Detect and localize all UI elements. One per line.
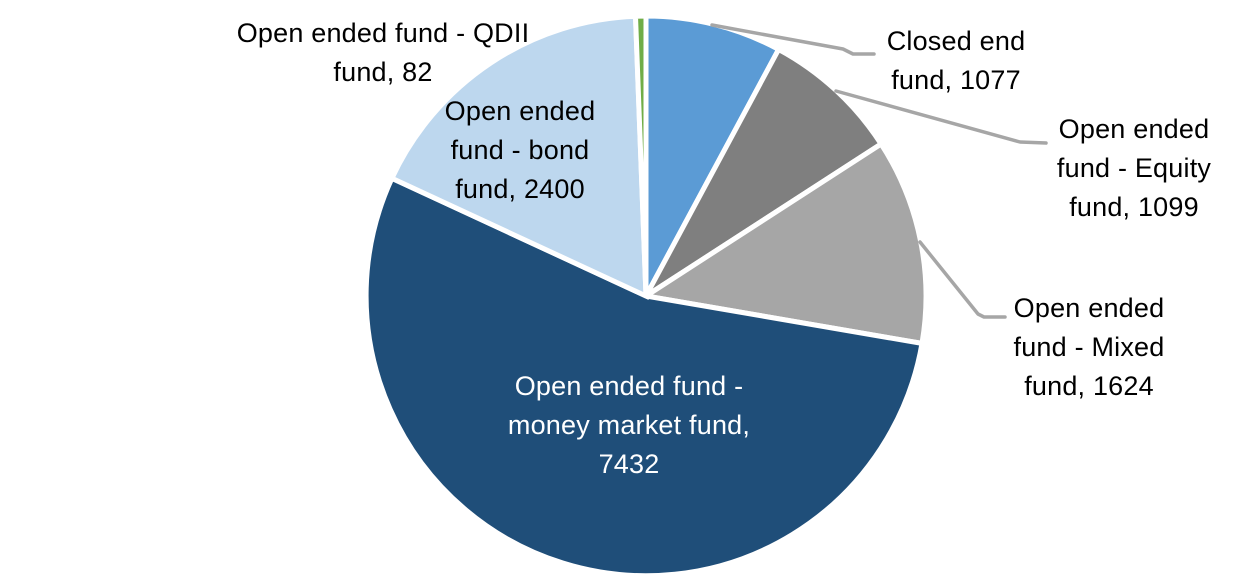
- leader-line-closed-end-fund: [710, 23, 876, 56]
- pie-slices: [363, 13, 929, 579]
- data-label-money-market-fund: Open ended fund - money market fund, 743…: [507, 371, 751, 479]
- data-label-closed-end-fund: Closed end fund, 1077: [886, 26, 1026, 95]
- pie-slice-bond-fund: [388, 13, 649, 300]
- pie-slice-qdii-fund: [632, 13, 649, 297]
- leader-line-equity-fund: [834, 89, 1048, 145]
- data-label-bond-fund: Open ended fund - bond fund, 2400: [444, 96, 596, 204]
- pie-slice-money-market-fund: [363, 174, 925, 579]
- pie-slice-mixed-fund: [639, 140, 929, 347]
- leader-line-mixed-fund: [918, 240, 1007, 319]
- data-label-mixed-fund: Open ended fund - Mixed fund, 1624: [1013, 293, 1165, 401]
- data-label-qdii-fund: Open ended fund - QDII fund, 82: [236, 18, 530, 87]
- data-label-equity-fund: Open ended fund - Equity fund, 1099: [1056, 114, 1212, 222]
- leader-lines: [710, 23, 1048, 319]
